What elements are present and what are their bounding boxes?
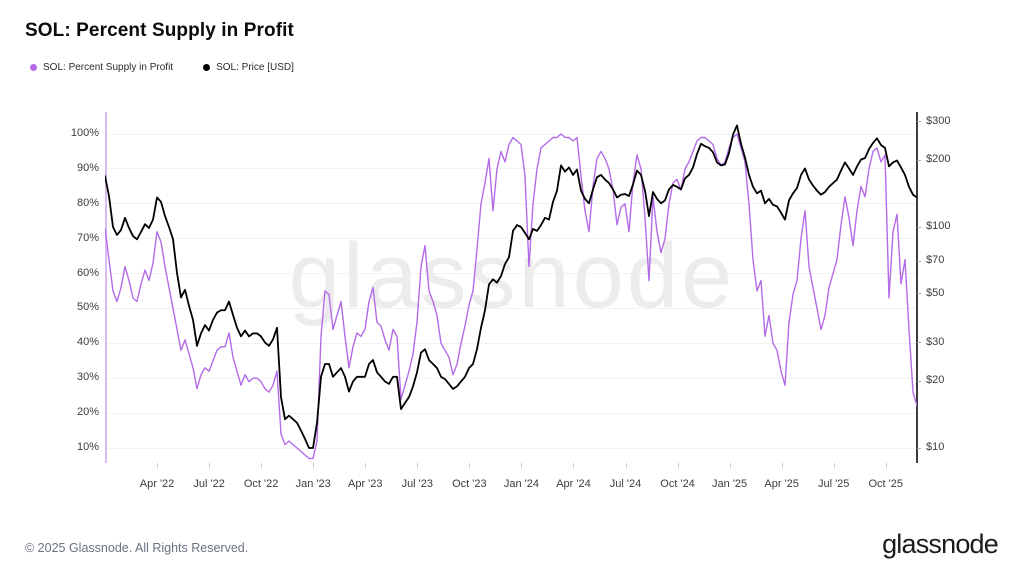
x-axis-tick — [573, 463, 575, 468]
series-line-price — [105, 124, 917, 449]
y-axis-label-left: 60% — [76, 266, 99, 279]
gridline — [106, 377, 917, 379]
series-line-percent-supply-in-profit — [105, 133, 917, 460]
y-axis-label-left: 20% — [76, 406, 99, 419]
gridline — [106, 133, 917, 135]
gridline — [106, 273, 917, 275]
y-axis-label-left: 30% — [76, 371, 99, 384]
x-axis-label: Jan '25 — [712, 478, 748, 490]
legend-item-price[interactable]: SOL: Price [USD] — [203, 62, 294, 73]
y-axis-label-left: 40% — [76, 336, 99, 349]
x-axis-tick — [833, 463, 835, 468]
y-axis-label-right: $20 — [926, 374, 945, 387]
y-axis-label-right: $300 — [926, 114, 951, 127]
x-axis-label: Jan '24 — [503, 478, 539, 490]
x-axis-label: Jul '24 — [609, 478, 642, 490]
y-axis-tick-right — [917, 260, 921, 262]
x-axis-tick — [209, 463, 211, 468]
y-axis-label-right: $10 — [926, 441, 945, 453]
x-axis-label: Oct '23 — [452, 478, 487, 490]
y-axis-tick-right — [917, 293, 921, 295]
y-axis-label-right: $30 — [926, 335, 945, 348]
y-axis-tick-right — [917, 226, 921, 228]
legend-dot-icon — [30, 64, 37, 71]
x-axis-label: Oct '24 — [660, 478, 695, 490]
y-axis-label-left: 50% — [76, 301, 99, 314]
gridline — [106, 307, 917, 309]
y-axis-tick-right — [917, 447, 921, 449]
x-axis-label: Jan '23 — [295, 478, 331, 490]
legend-dot-icon — [203, 64, 211, 71]
y-axis-label-right: $100 — [926, 220, 951, 232]
y-axis-tick-right — [917, 121, 921, 123]
x-axis-label: Apr '22 — [139, 478, 175, 490]
y-axis-label-left: 10% — [76, 441, 99, 453]
y-axis-label-left: 70% — [76, 231, 99, 244]
series-canvas — [105, 124, 917, 460]
legend-item-percent-supply-in-profit[interactable]: SOL: Percent Supply in Profit — [30, 62, 173, 73]
x-axis-tick — [365, 463, 367, 468]
gridline — [106, 203, 917, 205]
x-axis-tick — [157, 463, 159, 468]
x-axis-label: Apr '23 — [347, 478, 383, 490]
x-axis-label: Oct '22 — [243, 478, 279, 490]
y-axis-label-left: 80% — [76, 196, 99, 209]
y-axis-label-right: $70 — [926, 254, 945, 267]
gridline — [106, 342, 917, 344]
x-axis-tick — [261, 463, 263, 468]
x-axis-tick — [417, 463, 419, 468]
legend-item-label: SOL: Percent Supply in Profit — [43, 62, 174, 73]
y-axis-label-left: 100% — [70, 127, 99, 139]
x-axis-label: Jul '22 — [193, 478, 225, 490]
x-axis-tick — [469, 463, 471, 468]
x-axis-tick — [885, 463, 887, 468]
x-axis-label: Apr '24 — [556, 478, 591, 490]
x-axis-tick — [677, 463, 679, 468]
legend-item-label: SOL: Price [USD] — [216, 62, 294, 73]
x-axis-label: Oct '25 — [868, 478, 904, 490]
brand-wordmark: glassnode — [882, 529, 999, 559]
x-axis-label: Apr '25 — [764, 478, 799, 490]
x-axis-tick — [625, 463, 627, 468]
gridline — [106, 168, 917, 170]
y-axis-label-right: $200 — [926, 153, 951, 166]
x-axis-tick — [313, 463, 315, 468]
y-axis-tick-right — [917, 380, 921, 382]
legend: SOL: Percent Supply in Profit SOL: Price … — [30, 62, 294, 73]
x-axis-label: Jul '23 — [401, 478, 434, 490]
right-axis-line — [916, 112, 918, 463]
y-axis-label-right: $50 — [926, 286, 945, 299]
y-axis-tick-right — [917, 159, 921, 161]
x-axis-tick — [729, 463, 731, 468]
x-axis-label: Jul '25 — [817, 478, 850, 490]
x-axis-tick — [521, 463, 523, 468]
x-axis-tick — [781, 463, 783, 468]
copyright-text: © 2025 Glassnode. All Rights Reserved. — [25, 541, 249, 555]
left-axis-line — [105, 112, 107, 463]
gridline — [106, 412, 917, 414]
gridline — [106, 447, 917, 449]
y-axis-tick-right — [917, 342, 921, 344]
page-title: SOL: Percent Supply in Profit — [25, 20, 294, 41]
y-axis-label-left: 90% — [76, 161, 99, 174]
